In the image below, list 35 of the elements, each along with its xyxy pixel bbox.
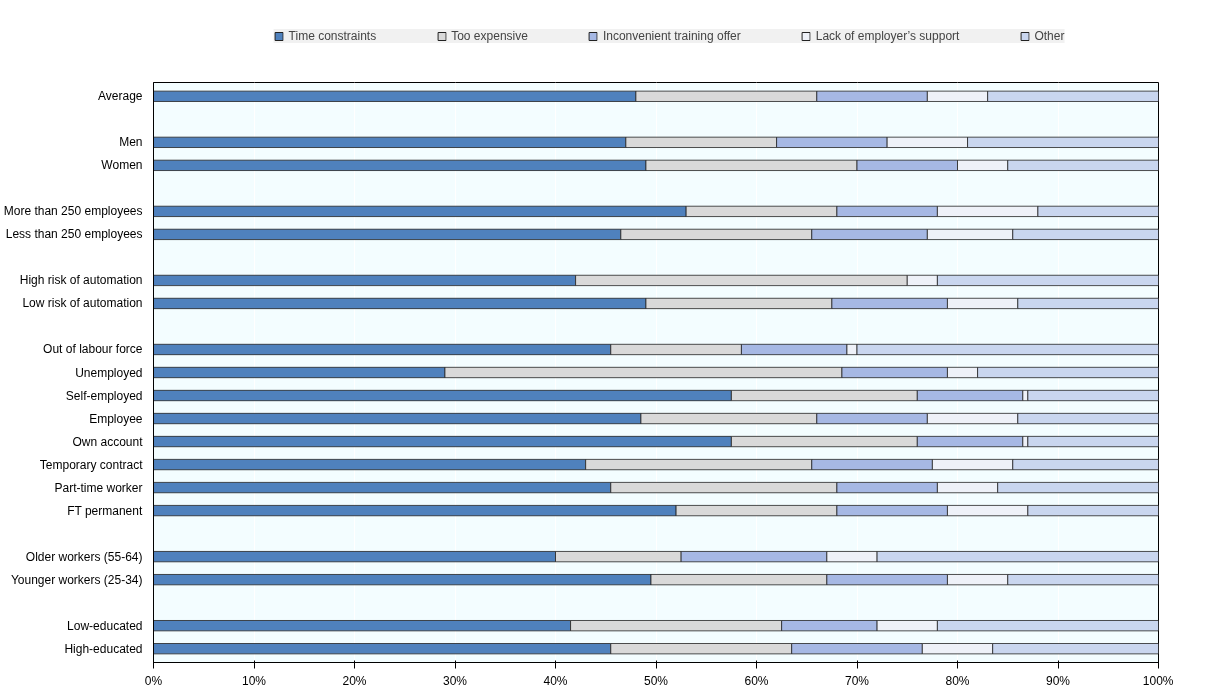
y-tick-label: Low-educated	[67, 618, 143, 633]
y-tick-label: Younger workers (25-34)	[10, 572, 143, 587]
y-tick-label: High risk of automation	[19, 273, 143, 288]
y-tick-label: Self-employed	[65, 388, 143, 403]
x-tick-label: 50%	[643, 673, 669, 688]
y-tick-label: FT permanent	[67, 503, 143, 518]
legend-label: Inconvenient training offer	[602, 29, 741, 43]
y-tick-label: Employee	[89, 411, 143, 426]
x-tick-label: 0%	[144, 673, 163, 688]
y-tick-label: High-educated	[64, 641, 143, 656]
x-tick-label: 40%	[543, 673, 568, 688]
legend-label: Lack of employer’s support	[815, 29, 960, 43]
y-tick-label: Unemployed	[75, 365, 143, 380]
y-tick-label: Part-time worker	[54, 480, 143, 495]
x-tick-label: 20%	[342, 673, 367, 688]
legend-label: Time constraints	[288, 29, 377, 43]
y-tick-label: Less than 250 employees	[5, 227, 143, 242]
x-tick-label: 30%	[442, 673, 468, 688]
x-tick-label: 90%	[1045, 673, 1071, 688]
legend-label: Too expensive	[451, 29, 528, 43]
y-tick-label: Average	[98, 89, 143, 104]
x-tick-label: 10%	[241, 673, 267, 688]
x-tick-label: 60%	[744, 673, 769, 688]
y-tick-label: Men	[119, 135, 143, 150]
y-tick-label: Low risk of automation	[22, 296, 143, 311]
y-tick-label: Older workers (55-64)	[25, 549, 143, 564]
y-tick-label: Out of labour force	[43, 342, 143, 357]
y-tick-label: Temporary contract	[39, 457, 144, 472]
legend-label: Other	[1034, 29, 1065, 43]
x-tick-label: 100%	[1142, 673, 1174, 688]
y-tick-label: Own account	[72, 434, 144, 449]
y-tick-label: Women	[101, 158, 143, 173]
y-tick-label: More than 250 employees	[3, 204, 143, 219]
x-tick-label: 80%	[945, 673, 970, 688]
x-tick-label: 70%	[844, 673, 870, 688]
